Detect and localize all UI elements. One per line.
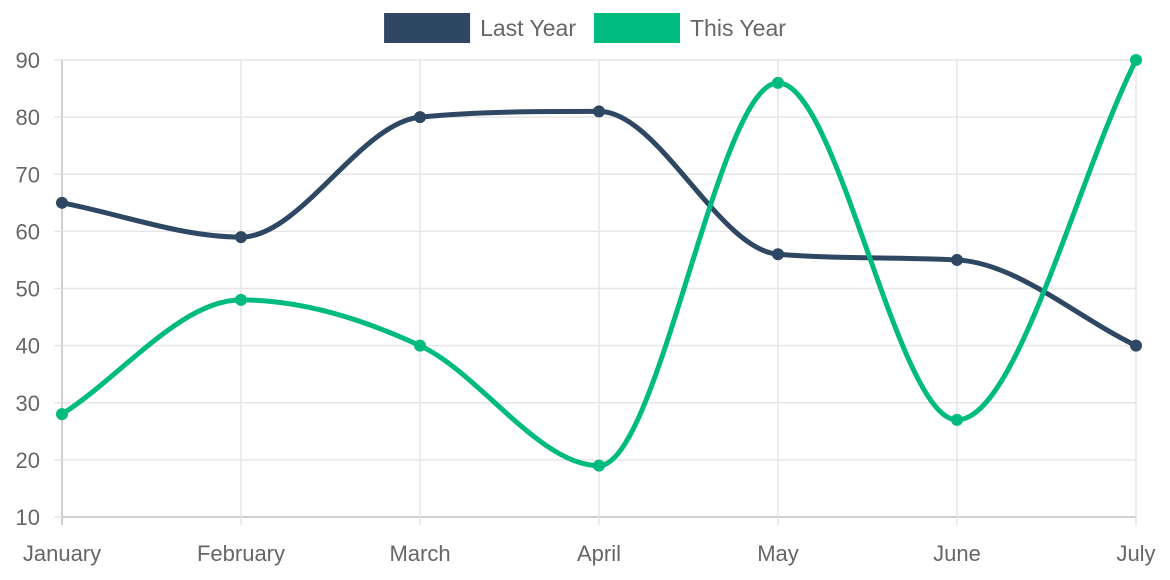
data-point-this-year — [1130, 54, 1142, 66]
legend-item-this-year: This Year — [594, 13, 786, 43]
legend-label-last-year: Last Year — [480, 15, 576, 41]
x-tick-label: May — [757, 541, 799, 566]
chart-grid — [61, 59, 1137, 525]
legend-swatch-last-year — [384, 13, 471, 43]
y-tick-label: 50 — [16, 277, 40, 302]
data-point-this-year — [772, 76, 784, 89]
y-tick-label: 90 — [16, 48, 40, 73]
x-tick-label: June — [933, 541, 981, 566]
data-point-last-year — [414, 111, 426, 124]
data-point-last-year — [951, 253, 963, 266]
x-tick-label: February — [197, 541, 285, 566]
y-tick-label: 40 — [16, 334, 40, 359]
x-tick-label: July — [1116, 541, 1155, 566]
data-point-this-year — [235, 293, 247, 306]
chart-legend: Last Year This Year — [384, 13, 786, 43]
data-point-last-year — [235, 231, 247, 244]
x-tick-label: April — [577, 541, 621, 566]
y-tick-label: 30 — [16, 391, 40, 416]
data-point-last-year — [772, 248, 784, 261]
chart-series — [56, 54, 1142, 472]
y-tick-label: 80 — [16, 105, 40, 130]
chart-axes: 10 20 30 40 50 60 70 80 90 January February March Ap… — [16, 48, 1156, 566]
y-tick-label: 70 — [16, 162, 40, 187]
data-point-last-year — [593, 105, 605, 118]
legend-label-this-year: This Year — [690, 15, 786, 41]
y-tick-label: 20 — [16, 448, 40, 473]
x-tick-label: January — [23, 541, 101, 566]
data-point-last-year — [56, 196, 68, 209]
data-point-this-year — [593, 459, 605, 472]
legend-item-last-year: Last Year — [384, 13, 576, 43]
data-point-this-year — [56, 408, 68, 421]
data-point-this-year — [951, 413, 963, 426]
y-tick-label: 60 — [16, 219, 40, 244]
x-tick-label: March — [389, 541, 450, 566]
y-tick-label: 10 — [16, 505, 40, 530]
series-line-this-year — [59, 57, 1139, 469]
data-point-this-year — [414, 339, 426, 352]
legend-swatch-this-year — [594, 13, 681, 43]
data-point-last-year — [1130, 339, 1142, 352]
